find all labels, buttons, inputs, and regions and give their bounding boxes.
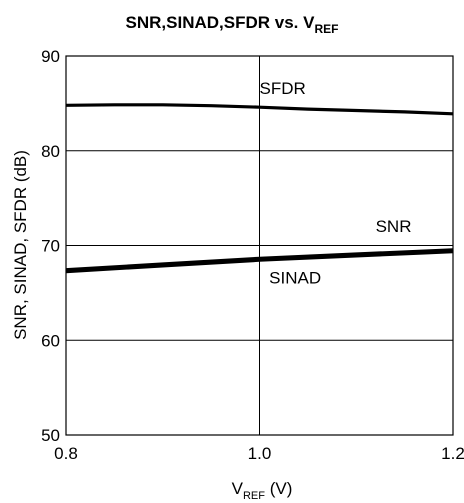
series-label-snr: SNR <box>376 217 412 236</box>
y-tick-label: 80 <box>41 142 60 161</box>
series-line-snr <box>65 248 454 272</box>
series-label-sfdr: SFDR <box>260 79 306 98</box>
chart-title: SNR,SINAD,SFDR vs. VREF <box>126 13 339 36</box>
y-tick-label: 70 <box>41 237 60 256</box>
x-axis-label: VREF (V) <box>232 479 293 502</box>
series-line-sfdr <box>65 103 454 116</box>
chart-title-subscript: REF <box>314 22 338 36</box>
x-axis-label-prefix: V <box>232 479 244 498</box>
series-lines <box>65 103 454 274</box>
grid-lines <box>66 56 453 435</box>
y-tick-label: 90 <box>41 47 60 66</box>
y-axis-label: SNR, SINAD, SFDR (dB) <box>11 150 30 340</box>
x-axis-label-suffix: (V) <box>265 479 292 498</box>
chart-title-main: SNR,SINAD,SFDR vs. V <box>126 13 316 32</box>
x-tick-labels: 0.8 1.0 1.2 <box>54 444 464 463</box>
y-tick-label: 50 <box>41 426 60 445</box>
series-label-sinad: SINAD <box>269 268 321 287</box>
series-line-sinad <box>65 250 454 274</box>
y-tick-label: 60 <box>41 331 60 350</box>
x-axis-label-subscript: REF <box>243 490 265 502</box>
y-tick-labels: 50 60 70 80 90 <box>41 47 60 445</box>
x-tick-label: 0.8 <box>54 444 78 463</box>
x-tick-label: 1.2 <box>441 444 464 463</box>
x-tick-label: 1.0 <box>248 444 272 463</box>
series-annotations: SFDR SNR SINAD <box>260 79 412 287</box>
